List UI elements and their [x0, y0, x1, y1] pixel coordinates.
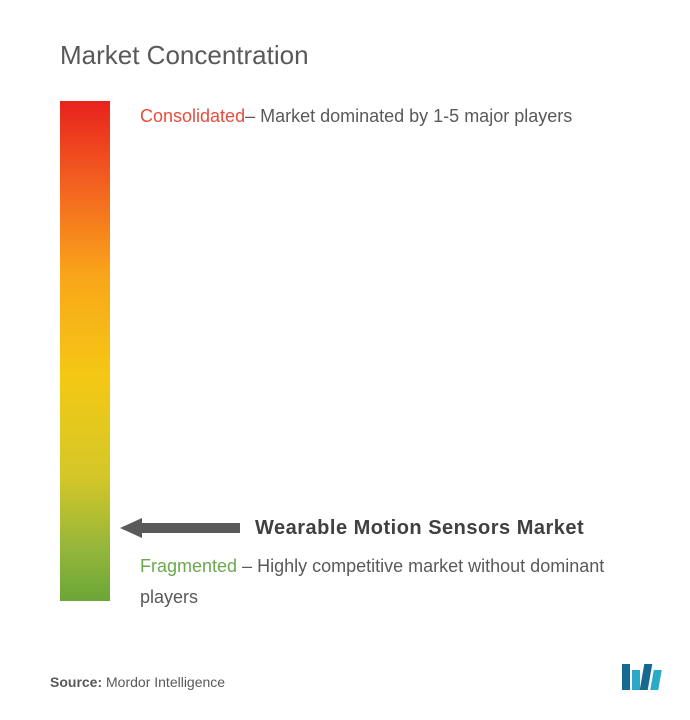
source-line: Source: Mordor Intelligence: [50, 674, 225, 690]
arrow-left-icon: [120, 516, 240, 540]
consolidated-keyword: Consolidated: [140, 106, 245, 126]
footer: Source: Mordor Intelligence: [50, 664, 660, 690]
mordor-logo-icon: [622, 664, 660, 690]
gradient-scale-bar: [60, 101, 110, 601]
marker-row: Wearable Motion Sensors Market: [120, 516, 584, 540]
marker-label: Wearable Motion Sensors Market: [255, 517, 584, 540]
source-label: Source:: [50, 674, 102, 690]
consolidated-label: Consolidated– Market dominated by 1-5 ma…: [140, 101, 590, 132]
page-title: Market Concentration: [60, 40, 640, 71]
fragmented-keyword: Fragmented: [140, 556, 237, 576]
concentration-chart: Consolidated– Market dominated by 1-5 ma…: [60, 101, 640, 621]
source-value: Mordor Intelligence: [106, 674, 225, 690]
consolidated-text: – Market dominated by 1-5 major players: [245, 106, 572, 126]
fragmented-label: Fragmented – Highly competitive market w…: [140, 551, 640, 612]
